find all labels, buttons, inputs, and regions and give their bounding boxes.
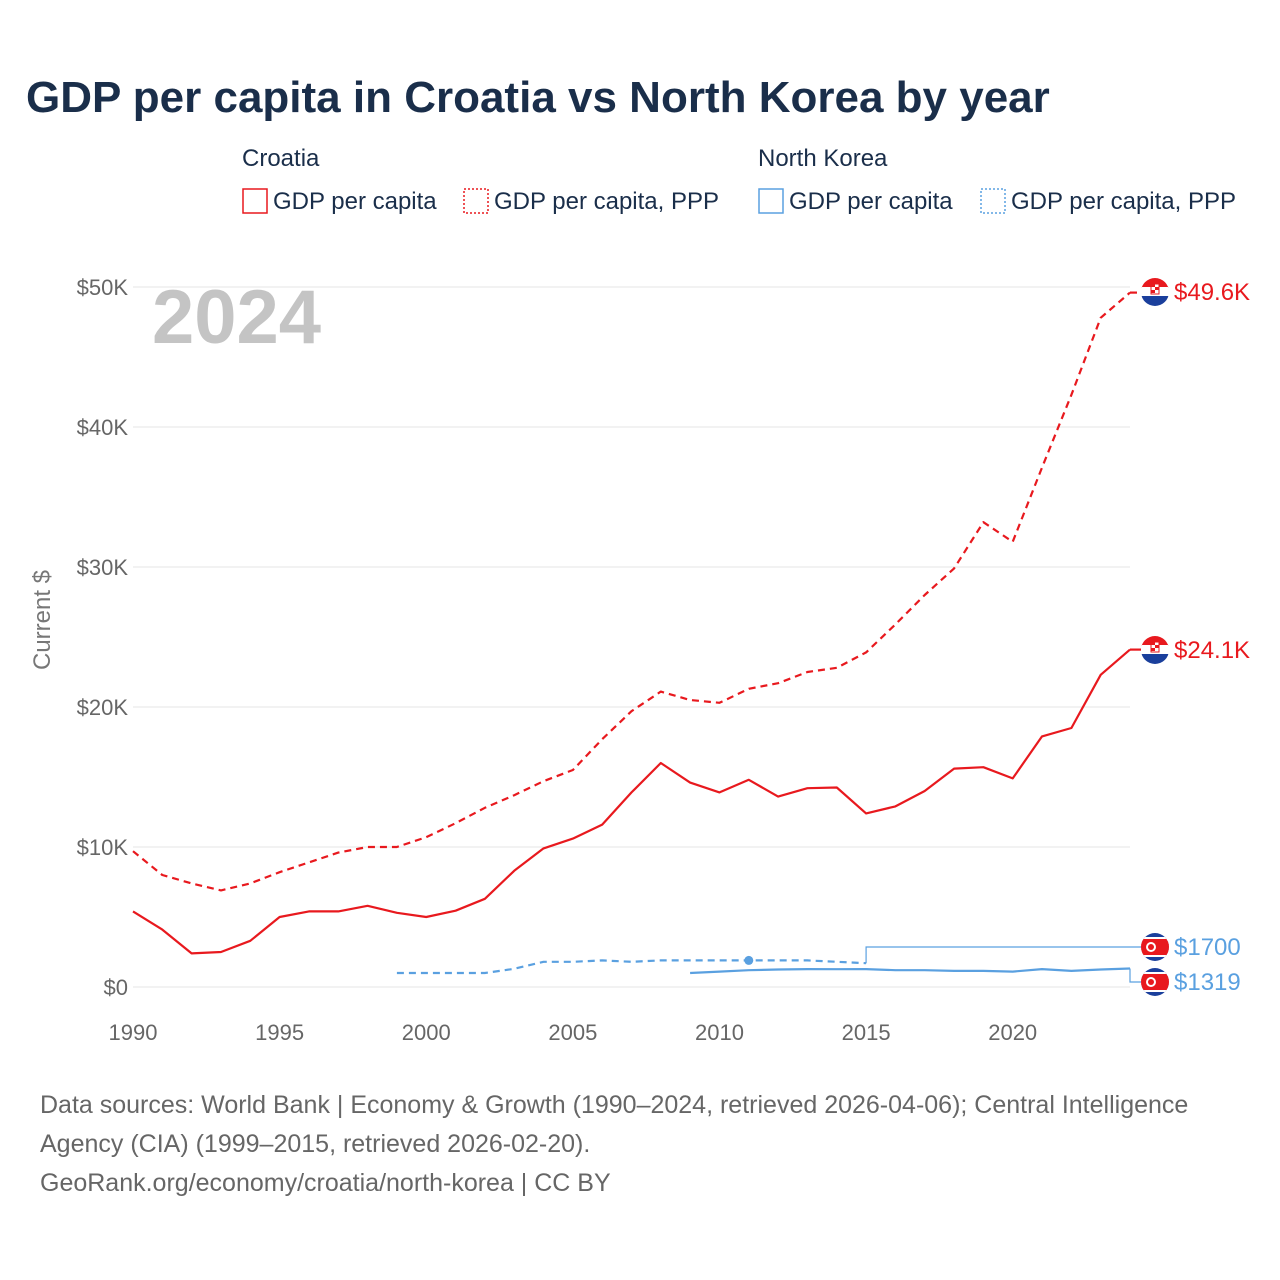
x-tick-label: 2005 [548,1020,597,1045]
footer-sources-line1: Data sources: World Bank | Economy & Gro… [40,1091,1188,1119]
x-tick-label: 1995 [255,1020,304,1045]
y-tick-label: $30K [77,555,129,580]
x-tick-label: 2020 [988,1020,1037,1045]
y-axis-label: Current $ [29,570,56,670]
x-tick-label: 1990 [109,1020,158,1045]
series-line-croatia-gdp-per-capita[interactable] [132,648,1131,955]
legend-group-croatia: Croatia [242,145,320,172]
legend-group-north-korea: North Korea [758,145,888,172]
x-axis-ticks: 1990 1995 2000 2005 2010 2015 2020 [109,1020,1038,1045]
y-tick-label: $40K [77,415,129,440]
end-label-croatia-gdp: $24.1K [1174,637,1250,664]
gridlines [133,286,1130,988]
y-tick-label: $0 [104,975,128,1000]
flag-north-korea-ppp-end [1141,933,1169,961]
y-tick-label: $50K [77,275,129,300]
legend-label-nk-gdp[interactable]: GDP per capita [789,188,953,215]
end-label-croatia-ppp: $49.6K [1174,279,1250,306]
connector-north-korea-ppp [865,946,1141,964]
year-watermark: 2024 [152,275,321,360]
legend-label-croatia-ppp[interactable]: GDP per capita, PPP [494,188,719,215]
end-label-north-korea-ppp: $1700 [1174,934,1241,961]
series-layer [132,291,1141,975]
y-tick-label: $20K [77,695,129,720]
legend-label-croatia-gdp[interactable]: GDP per capita [273,188,437,215]
end-label-north-korea-gdp: $1319 [1174,969,1241,996]
flag-croatia-gdp-end [1141,636,1169,664]
label-connectors [865,946,1141,983]
x-tick-label: 2010 [695,1020,744,1045]
series-line-north-korea-gdp-per-capita[interactable] [690,967,1131,975]
x-tick-label: 2015 [842,1020,891,1045]
legend: Croatia GDP per capita GDP per capita, P… [242,145,1236,215]
y-tick-label: $10K [77,835,129,860]
legend-label-nk-ppp[interactable]: GDP per capita, PPP [1011,188,1236,215]
legend-swatch-nk-ppp[interactable] [980,188,1006,214]
chart-title: GDP per capita in Croatia vs North Korea… [26,73,1050,122]
series-line-north-korea-gdp-per-capita-ppp[interactable] [396,959,867,975]
footer-attribution-link[interactable]: GeoRank.org/economy/croatia/north-korea … [40,1169,611,1197]
footer-sources-line2: Agency (CIA) (1999–2015, retrieved 2026-… [40,1130,590,1158]
flag-croatia-ppp-end [1141,278,1169,306]
y-axis-ticks: $0 $10K $20K $30K $40K $50K [77,275,129,1000]
legend-swatch-croatia-gdp[interactable] [242,188,268,214]
series-marker[interactable] [744,955,754,965]
series-line-croatia-gdp-per-capita-ppp[interactable] [132,291,1131,892]
legend-swatch-croatia-ppp[interactable] [463,188,489,214]
flag-north-korea-gdp-end [1141,968,1169,996]
legend-swatch-nk-gdp[interactable] [758,188,784,214]
x-tick-label: 2000 [402,1020,451,1045]
connector-north-korea-gdp [1129,968,1141,983]
